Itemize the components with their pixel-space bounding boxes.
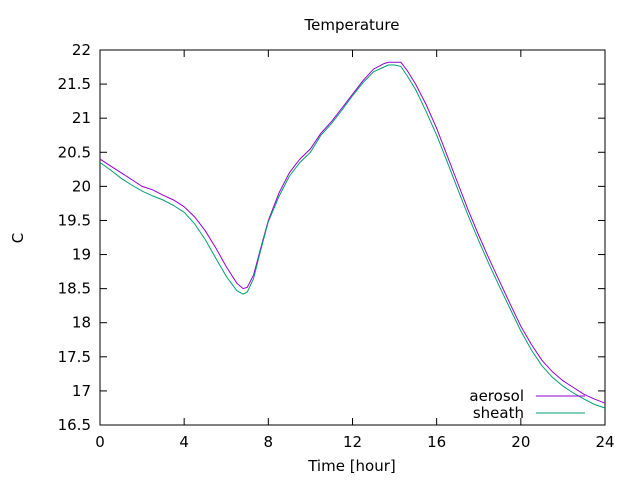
series-line-sheath [99, 64, 606, 409]
x-axis: 0 4 8 12 16 20 24 [95, 50, 615, 451]
y-tick-label: 18 [72, 314, 91, 332]
y-tick-label: 20 [72, 177, 91, 195]
x-axis-label: Time [hour] [307, 457, 396, 475]
x-tick-label: 12 [343, 433, 362, 451]
x-tick-label: 0 [95, 433, 105, 451]
series-lines [99, 61, 606, 409]
y-tick-label: 19.5 [58, 211, 91, 229]
y-tick-label: 20.5 [58, 143, 91, 161]
y-axis: 16.5 17 17.5 18 18.5 19 19.5 20 20.5 21 21.5 22 [58, 41, 605, 434]
x-tick-label: 4 [179, 433, 189, 451]
legend-label-sheath: sheath [473, 404, 524, 422]
x-tick-label: 16 [427, 433, 446, 451]
x-tick-label: 24 [595, 433, 614, 451]
y-tick-label: 17 [72, 382, 91, 400]
x-tick-label: 8 [264, 433, 274, 451]
x-tick-label: 20 [511, 433, 530, 451]
series-line-aerosol [99, 61, 606, 404]
legend-label-aerosol: aerosol [469, 387, 524, 405]
plot-frame [99, 49, 606, 426]
y-tick-label: 18.5 [58, 280, 91, 298]
y-tick-label: 21 [72, 109, 91, 127]
chart-title: Temperature [303, 16, 399, 34]
y-tick-label: 16.5 [58, 416, 91, 434]
y-tick-label: 22 [72, 41, 91, 59]
y-tick-label: 17.5 [58, 348, 91, 366]
y-tick-label: 19 [72, 246, 91, 264]
y-axis-label: C [9, 233, 27, 243]
y-tick-label: 21.5 [58, 75, 91, 93]
